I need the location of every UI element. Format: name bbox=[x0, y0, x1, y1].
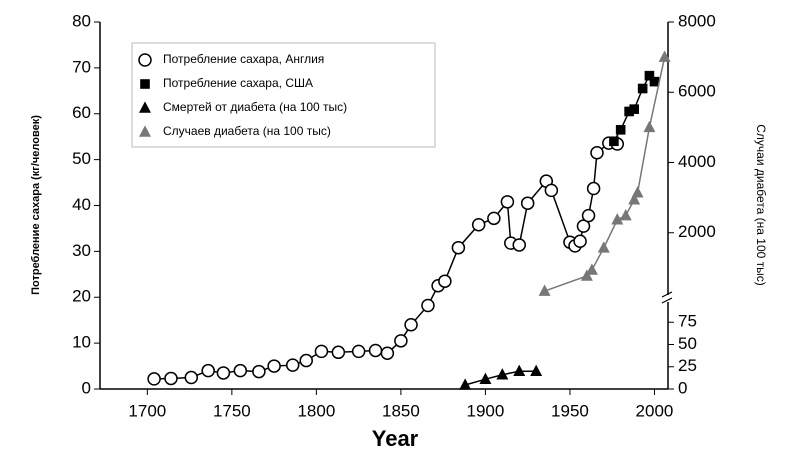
point bbox=[581, 208, 596, 223]
point bbox=[380, 346, 395, 360]
x-tick-label: 2000 bbox=[636, 401, 674, 420]
y-tick-label: 50 bbox=[72, 149, 91, 168]
point bbox=[629, 104, 639, 114]
axis-break bbox=[661, 291, 673, 304]
point bbox=[479, 372, 492, 385]
point bbox=[544, 183, 559, 198]
point bbox=[624, 106, 634, 117]
point bbox=[252, 364, 266, 379]
point bbox=[314, 344, 329, 359]
point bbox=[530, 364, 543, 376]
point bbox=[615, 125, 626, 135]
point bbox=[471, 218, 486, 232]
y-tick-label: 70 bbox=[72, 57, 91, 76]
point bbox=[520, 196, 535, 210]
point bbox=[438, 274, 452, 288]
x-tick-label: 1900 bbox=[467, 401, 505, 420]
point bbox=[147, 372, 161, 386]
y3-tick-label: 50 bbox=[678, 334, 697, 353]
legend-marker bbox=[139, 125, 151, 137]
y-tick-label: 0 bbox=[82, 378, 91, 397]
y3-tick-label: 75 bbox=[678, 312, 697, 331]
x-axis-label: Year bbox=[372, 426, 419, 451]
point bbox=[421, 298, 435, 313]
y2-tick-label: 6000 bbox=[678, 82, 716, 101]
y2-tick-label: 4000 bbox=[678, 152, 716, 171]
y-tick-label: 30 bbox=[72, 241, 91, 260]
y-tick-label: 20 bbox=[72, 287, 91, 306]
legend-marker bbox=[140, 79, 150, 89]
point bbox=[267, 359, 281, 373]
point bbox=[394, 334, 408, 348]
point bbox=[216, 366, 231, 380]
point bbox=[637, 83, 648, 94]
y3-tick-label: 0 bbox=[678, 378, 687, 397]
point bbox=[233, 363, 248, 378]
x-tick-label: 1700 bbox=[128, 401, 166, 420]
point bbox=[586, 181, 601, 196]
y2-tick-label: 2000 bbox=[678, 222, 716, 241]
y-tick-label: 40 bbox=[72, 195, 91, 214]
point bbox=[496, 368, 509, 380]
point bbox=[513, 364, 526, 376]
legend-label: Смертей от диабета (на 100 тыс) bbox=[163, 100, 347, 114]
y-tick-label: 60 bbox=[72, 103, 91, 122]
legend-box bbox=[131, 42, 436, 148]
point bbox=[451, 240, 466, 255]
point bbox=[164, 371, 178, 386]
legend-label: Потребление сахара, США bbox=[163, 76, 313, 90]
point bbox=[500, 195, 515, 209]
point bbox=[351, 344, 366, 359]
legend-marker bbox=[139, 101, 151, 113]
y-axis-label: Потребление сахара (кг/человек) bbox=[30, 115, 42, 295]
x-tick-label: 1850 bbox=[382, 401, 420, 420]
point bbox=[184, 370, 199, 385]
x-tick-label: 1950 bbox=[551, 401, 589, 420]
point bbox=[590, 145, 604, 160]
y-tick-label: 80 bbox=[72, 11, 91, 30]
point bbox=[573, 234, 587, 249]
point bbox=[459, 378, 472, 390]
point bbox=[512, 238, 526, 252]
x-tick-label: 1800 bbox=[297, 401, 335, 420]
point bbox=[285, 358, 300, 372]
point bbox=[299, 353, 313, 368]
y2-axis-label: Случаи диабета (на 100 тыс) bbox=[754, 124, 768, 286]
point bbox=[611, 213, 624, 225]
point bbox=[628, 193, 641, 205]
point bbox=[649, 76, 660, 87]
point bbox=[644, 70, 655, 81]
point bbox=[487, 211, 501, 226]
point bbox=[331, 345, 346, 360]
point bbox=[580, 269, 593, 281]
point bbox=[619, 208, 632, 221]
point bbox=[609, 136, 619, 147]
y-tick-label: 10 bbox=[72, 333, 91, 352]
y3-tick-label: 25 bbox=[678, 356, 697, 375]
point bbox=[368, 343, 383, 358]
legend-label: Потребление сахара, Англия bbox=[163, 52, 324, 66]
point bbox=[538, 284, 551, 296]
y2-tick-label: 8000 bbox=[678, 11, 716, 30]
point bbox=[585, 263, 598, 275]
x-tick-label: 1750 bbox=[213, 401, 251, 420]
point bbox=[201, 363, 215, 378]
point bbox=[576, 219, 591, 233]
point bbox=[631, 186, 644, 198]
point bbox=[658, 50, 671, 62]
legend-label: Случаев диабета (на 100 тыс) bbox=[163, 124, 331, 138]
point bbox=[597, 241, 610, 253]
point bbox=[404, 318, 418, 332]
legend-marker bbox=[138, 53, 152, 67]
point bbox=[643, 120, 656, 133]
